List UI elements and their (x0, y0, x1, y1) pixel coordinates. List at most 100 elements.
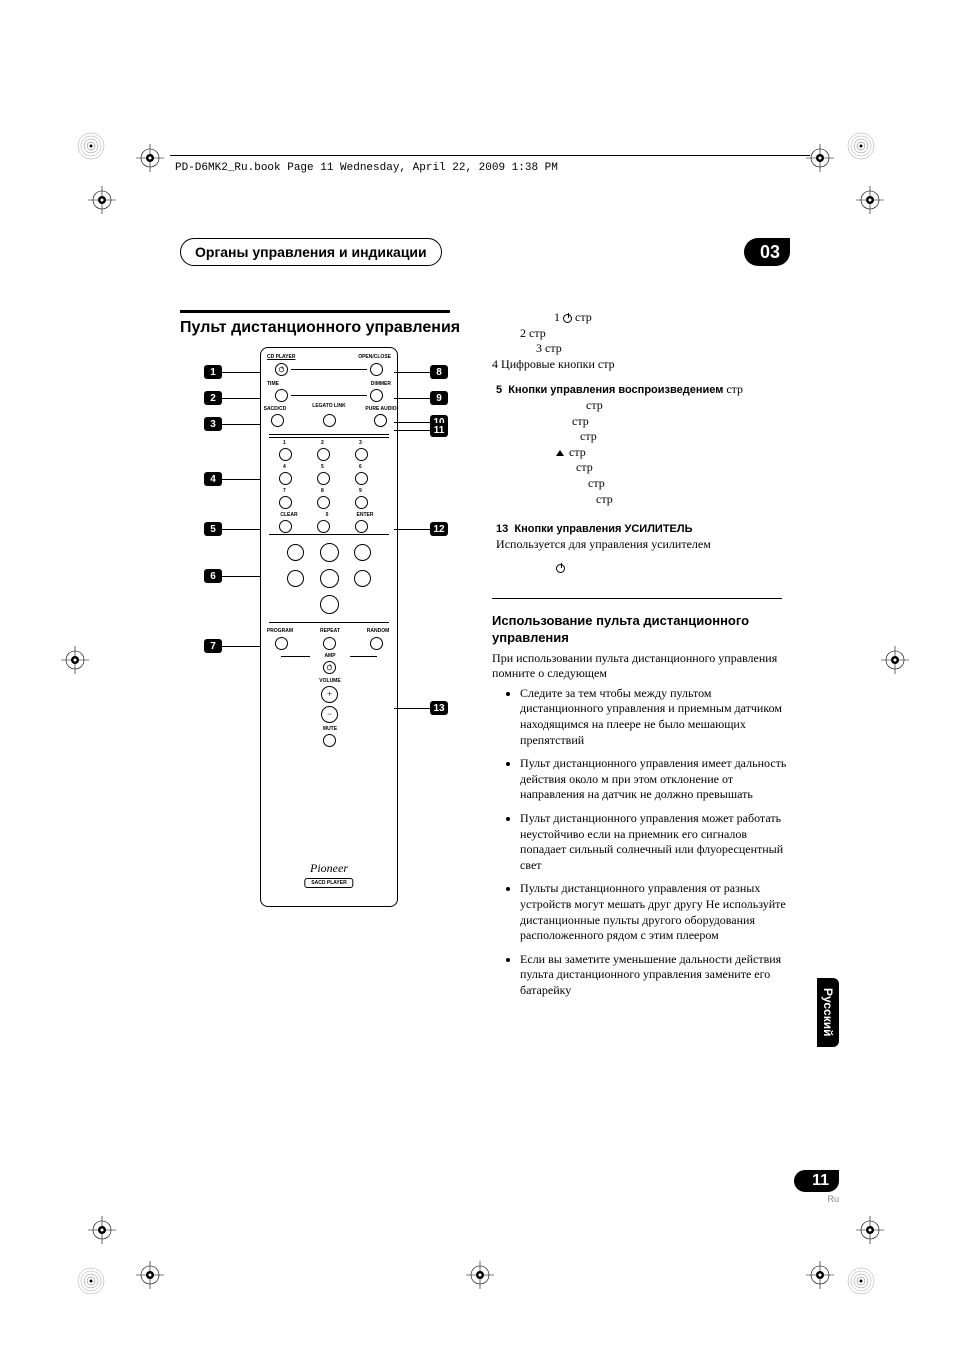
label-sacdcd: SACD/CD (259, 406, 291, 412)
label-pureaudio: PURE AUDIO (363, 406, 399, 412)
ref-item-2: 2 стр (492, 326, 790, 342)
registration-target (856, 1216, 884, 1244)
registration-target (88, 1216, 116, 1244)
numpad-btn-8 (317, 496, 330, 509)
usage-section-title: Использование пульта дистанционного упра… (492, 613, 790, 647)
ref-item-1: 1 стр (492, 310, 790, 326)
registration-target (466, 1261, 494, 1289)
section-rule-2 (492, 598, 782, 599)
btn-dimmer (370, 389, 383, 402)
numpad-label-enter: ENTER (353, 512, 377, 518)
registration-target (136, 144, 164, 172)
numpad-btn-3 (355, 448, 368, 461)
registration-target (881, 646, 909, 674)
registration-target (806, 1261, 834, 1289)
brand-logo: Pioneer (261, 861, 397, 876)
btn-rew (287, 570, 304, 587)
right-top-list: 1 стр2 стр3 стр4 Цифровые кнопки стр (492, 310, 790, 372)
page-number: 11 (794, 1170, 839, 1192)
label-time: TIME (267, 381, 307, 387)
numpad-label-0: 0 (315, 512, 339, 518)
label-program: PROGRAM (263, 628, 297, 634)
registration-spiral (76, 1266, 106, 1296)
left-column: Пульт дистанционного управления CD PLAYE… (180, 310, 468, 1007)
remote-body: CD PLAYER OPEN/CLOSE TIME DIMMER SACD/CD… (260, 347, 398, 907)
playback-sub-1: стр (496, 414, 790, 430)
btn-vol-down: − (321, 706, 338, 723)
registration-spiral (846, 131, 876, 161)
numpad-label-5: 5 (321, 464, 324, 470)
numpad-btn-1 (279, 448, 292, 461)
playback-sub-3: стр (496, 445, 790, 461)
registration-spiral (76, 131, 106, 161)
btn-next (354, 544, 371, 561)
label-mute: MUTE (310, 726, 350, 732)
numpad-label-7: 7 (283, 488, 286, 494)
label-legato: LEGATO LINK (311, 404, 347, 409)
registration-spiral (846, 1266, 876, 1296)
callout-7: 7 (204, 639, 260, 653)
right-column: 1 стр2 стр3 стр4 Цифровые кнопки стр 5 К… (492, 310, 790, 1007)
callout-3: 3 (204, 417, 260, 431)
callout-9: 9 (394, 391, 448, 405)
usage-bullet-1: Пульт дистанционного управления имеет да… (520, 756, 790, 803)
playback-sub-5: стр (496, 476, 790, 492)
numpad-label-2: 2 (321, 440, 324, 446)
label-volume: VOLUME (310, 678, 350, 684)
callout-2: 2 (204, 391, 260, 405)
usage-intro: При использовании пульта дистанционного … (492, 651, 790, 682)
callout-13: 13 (394, 701, 448, 715)
playback-sub-0: стр (496, 398, 790, 414)
btn-ff (354, 570, 371, 587)
btn-pause (320, 595, 339, 614)
remote-section-title: Пульт дистанционного управления (180, 319, 468, 337)
header-rule (170, 155, 810, 156)
callout-6: 6 (204, 569, 260, 583)
callout-8: 8 (394, 365, 448, 379)
btn-repeat (323, 637, 336, 650)
amp-desc: Используется для управления усилителем (496, 537, 790, 553)
power-icon (556, 564, 565, 573)
numpad-label-6: 6 (359, 464, 362, 470)
numpad-btn-enter (355, 520, 368, 533)
numpad-btn-clear (279, 520, 292, 533)
callout-4: 4 (204, 472, 260, 486)
callout-5: 5 (204, 522, 260, 536)
numpad-label-3: 3 (359, 440, 362, 446)
ref-item-3: 3 стр (492, 341, 790, 357)
playback-sub-6: стр (496, 492, 790, 508)
eject-icon (556, 450, 564, 456)
registration-target (61, 646, 89, 674)
btn-program (275, 637, 288, 650)
brand-subtitle: SACD PLAYER (304, 878, 353, 888)
language-tab: Русский (817, 978, 839, 1047)
numpad-label-1: 1 (283, 440, 286, 446)
callout-1: 1 (204, 365, 260, 379)
numpad-btn-5 (317, 472, 330, 485)
usage-bullet-3: Пульты дистанционного управления от разн… (520, 881, 790, 943)
chapter-number: 03 (744, 238, 790, 266)
registration-target (856, 186, 884, 214)
numpad-btn-7 (279, 496, 292, 509)
registration-target (88, 186, 116, 214)
btn-time (275, 389, 288, 402)
btn-power (275, 363, 288, 376)
playback-sub-2: стр (496, 429, 790, 445)
playback-sub-4: стр (496, 460, 790, 476)
callout-12: 12 (394, 522, 448, 536)
registration-target (136, 1261, 164, 1289)
section-rule (180, 310, 450, 313)
btn-random (370, 637, 383, 650)
btn-amp-power (323, 661, 336, 674)
label-amp: AMP (310, 653, 350, 659)
label-repeat: REPEAT (313, 628, 347, 634)
usage-bullets: Следите за тем чтобы между пультом диста… (492, 686, 790, 999)
usage-bullet-2: Пульт дистанционного управления может ра… (520, 811, 790, 873)
numpad-label-9: 9 (359, 488, 362, 494)
numpad-label-4: 4 (283, 464, 286, 470)
usage-bullet-0: Следите за тем чтобы между пультом диста… (520, 686, 790, 748)
callout-11: 11 (394, 423, 448, 437)
page-lang: Ru (794, 1194, 839, 1204)
btn-sacdcd (271, 414, 284, 427)
numpad-btn-4 (279, 472, 292, 485)
